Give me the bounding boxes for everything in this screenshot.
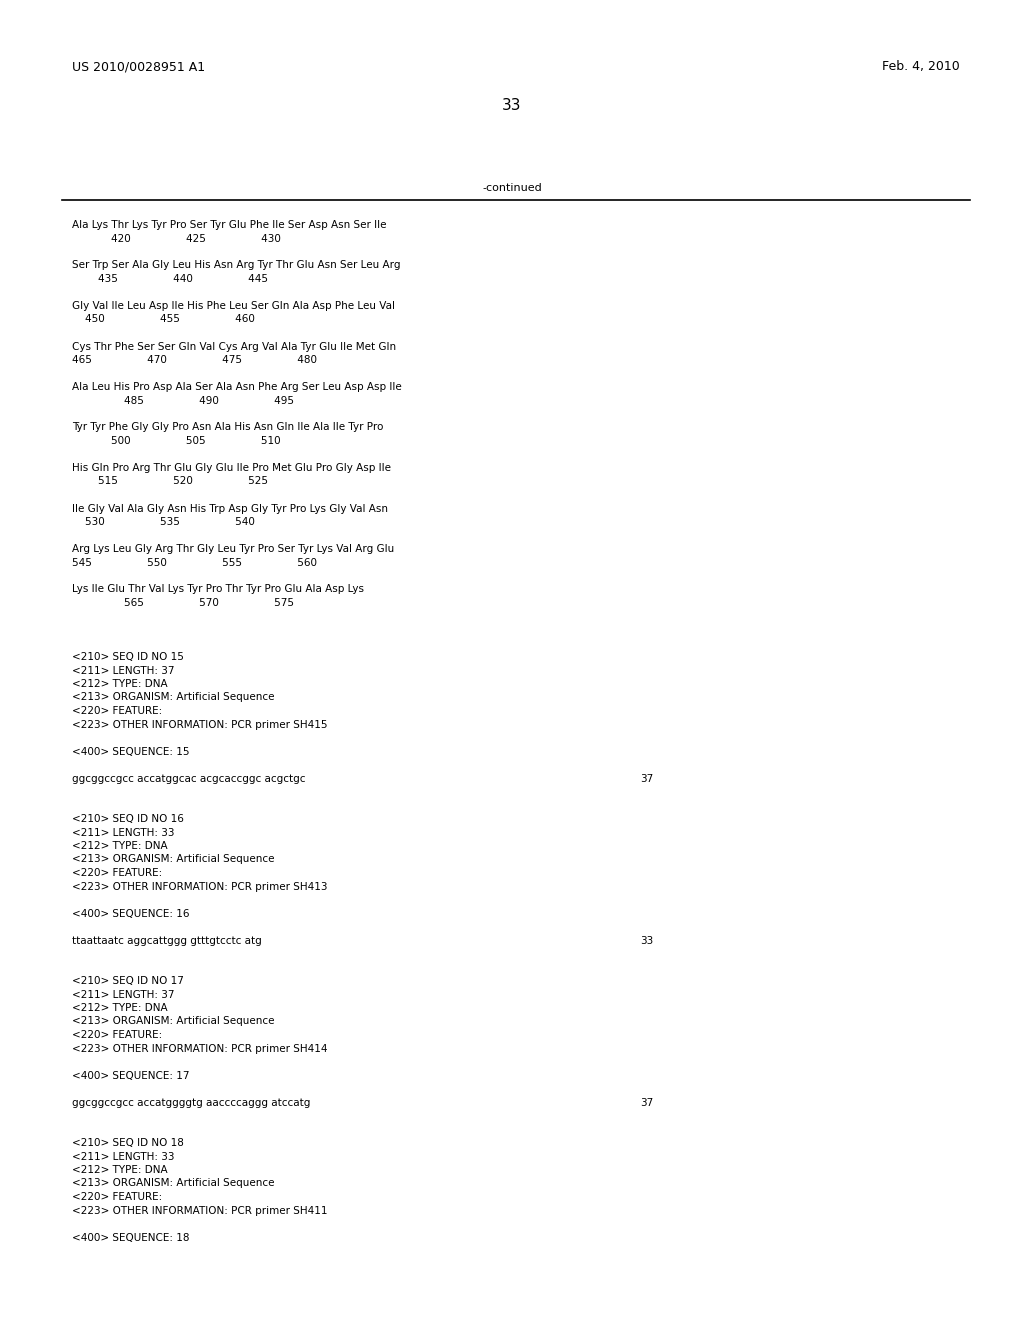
Text: ttaattaatc aggcattggg gtttgtcctc atg: ttaattaatc aggcattggg gtttgtcctc atg: [72, 936, 262, 945]
Text: <210> SEQ ID NO 18: <210> SEQ ID NO 18: [72, 1138, 184, 1148]
Text: <210> SEQ ID NO 17: <210> SEQ ID NO 17: [72, 975, 184, 986]
Text: 565                 570                 575: 565 570 575: [72, 598, 294, 609]
Text: US 2010/0028951 A1: US 2010/0028951 A1: [72, 59, 205, 73]
Text: <213> ORGANISM: Artificial Sequence: <213> ORGANISM: Artificial Sequence: [72, 854, 274, 865]
Text: <400> SEQUENCE: 18: <400> SEQUENCE: 18: [72, 1233, 189, 1242]
Text: 485                 490                 495: 485 490 495: [72, 396, 294, 405]
Text: 37: 37: [640, 1097, 653, 1107]
Text: Ile Gly Val Ala Gly Asn His Trp Asp Gly Tyr Pro Lys Gly Val Asn: Ile Gly Val Ala Gly Asn His Trp Asp Gly …: [72, 503, 388, 513]
Text: <223> OTHER INFORMATION: PCR primer SH415: <223> OTHER INFORMATION: PCR primer SH41…: [72, 719, 328, 730]
Text: ggcggccgcc accatggcac acgcaccggc acgctgc: ggcggccgcc accatggcac acgcaccggc acgctgc: [72, 774, 305, 784]
Text: <211> LENGTH: 33: <211> LENGTH: 33: [72, 828, 174, 837]
Text: <220> FEATURE:: <220> FEATURE:: [72, 869, 162, 878]
Text: 530                 535                 540: 530 535 540: [72, 517, 255, 527]
Text: Gly Val Ile Leu Asp Ile His Phe Leu Ser Gln Ala Asp Phe Leu Val: Gly Val Ile Leu Asp Ile His Phe Leu Ser …: [72, 301, 395, 312]
Text: -continued: -continued: [482, 183, 542, 193]
Text: 33: 33: [640, 936, 653, 945]
Text: Ala Lys Thr Lys Tyr Pro Ser Tyr Glu Phe Ile Ser Asp Asn Ser Ile: Ala Lys Thr Lys Tyr Pro Ser Tyr Glu Phe …: [72, 220, 386, 230]
Text: <400> SEQUENCE: 17: <400> SEQUENCE: 17: [72, 1071, 189, 1081]
Text: <211> LENGTH: 37: <211> LENGTH: 37: [72, 990, 174, 999]
Text: <400> SEQUENCE: 15: <400> SEQUENCE: 15: [72, 747, 189, 756]
Text: <212> TYPE: DNA: <212> TYPE: DNA: [72, 841, 168, 851]
Text: Lys Ile Glu Thr Val Lys Tyr Pro Thr Tyr Pro Glu Ala Asp Lys: Lys Ile Glu Thr Val Lys Tyr Pro Thr Tyr …: [72, 585, 364, 594]
Text: <400> SEQUENCE: 16: <400> SEQUENCE: 16: [72, 908, 189, 919]
Text: 435                 440                 445: 435 440 445: [72, 275, 268, 284]
Text: <213> ORGANISM: Artificial Sequence: <213> ORGANISM: Artificial Sequence: [72, 1179, 274, 1188]
Text: 33: 33: [502, 98, 522, 114]
Text: 37: 37: [640, 774, 653, 784]
Text: <213> ORGANISM: Artificial Sequence: <213> ORGANISM: Artificial Sequence: [72, 693, 274, 702]
Text: <210> SEQ ID NO 15: <210> SEQ ID NO 15: [72, 652, 184, 663]
Text: <213> ORGANISM: Artificial Sequence: <213> ORGANISM: Artificial Sequence: [72, 1016, 274, 1027]
Text: <212> TYPE: DNA: <212> TYPE: DNA: [72, 678, 168, 689]
Text: Tyr Tyr Phe Gly Gly Pro Asn Ala His Asn Gln Ile Ala Ile Tyr Pro: Tyr Tyr Phe Gly Gly Pro Asn Ala His Asn …: [72, 422, 383, 433]
Text: His Gln Pro Arg Thr Glu Gly Glu Ile Pro Met Glu Pro Gly Asp Ile: His Gln Pro Arg Thr Glu Gly Glu Ile Pro …: [72, 463, 391, 473]
Text: 450                 455                 460: 450 455 460: [72, 314, 255, 325]
Text: 545                 550                 555                 560: 545 550 555 560: [72, 557, 317, 568]
Text: <223> OTHER INFORMATION: PCR primer SH411: <223> OTHER INFORMATION: PCR primer SH41…: [72, 1205, 328, 1216]
Text: <220> FEATURE:: <220> FEATURE:: [72, 1192, 162, 1203]
Text: <220> FEATURE:: <220> FEATURE:: [72, 1030, 162, 1040]
Text: Ser Trp Ser Ala Gly Leu His Asn Arg Tyr Thr Glu Asn Ser Leu Arg: Ser Trp Ser Ala Gly Leu His Asn Arg Tyr …: [72, 260, 400, 271]
Text: Cys Thr Phe Ser Ser Gln Val Cys Arg Val Ala Tyr Glu Ile Met Gln: Cys Thr Phe Ser Ser Gln Val Cys Arg Val …: [72, 342, 396, 351]
Text: <223> OTHER INFORMATION: PCR primer SH414: <223> OTHER INFORMATION: PCR primer SH41…: [72, 1044, 328, 1053]
Text: <212> TYPE: DNA: <212> TYPE: DNA: [72, 1166, 168, 1175]
Text: <211> LENGTH: 37: <211> LENGTH: 37: [72, 665, 174, 676]
Text: Ala Leu His Pro Asp Ala Ser Ala Asn Phe Arg Ser Leu Asp Asp Ile: Ala Leu His Pro Asp Ala Ser Ala Asn Phe …: [72, 381, 401, 392]
Text: 420                 425                 430: 420 425 430: [72, 234, 281, 243]
Text: <223> OTHER INFORMATION: PCR primer SH413: <223> OTHER INFORMATION: PCR primer SH41…: [72, 882, 328, 891]
Text: 515                 520                 525: 515 520 525: [72, 477, 268, 487]
Text: ggcggccgcc accatggggtg aaccccaggg atccatg: ggcggccgcc accatggggtg aaccccaggg atccat…: [72, 1097, 310, 1107]
Text: Feb. 4, 2010: Feb. 4, 2010: [883, 59, 961, 73]
Text: <211> LENGTH: 33: <211> LENGTH: 33: [72, 1151, 174, 1162]
Text: <220> FEATURE:: <220> FEATURE:: [72, 706, 162, 715]
Text: 465                 470                 475                 480: 465 470 475 480: [72, 355, 317, 366]
Text: 500                 505                 510: 500 505 510: [72, 436, 281, 446]
Text: <212> TYPE: DNA: <212> TYPE: DNA: [72, 1003, 168, 1012]
Text: <210> SEQ ID NO 16: <210> SEQ ID NO 16: [72, 814, 184, 824]
Text: Arg Lys Leu Gly Arg Thr Gly Leu Tyr Pro Ser Tyr Lys Val Arg Glu: Arg Lys Leu Gly Arg Thr Gly Leu Tyr Pro …: [72, 544, 394, 554]
